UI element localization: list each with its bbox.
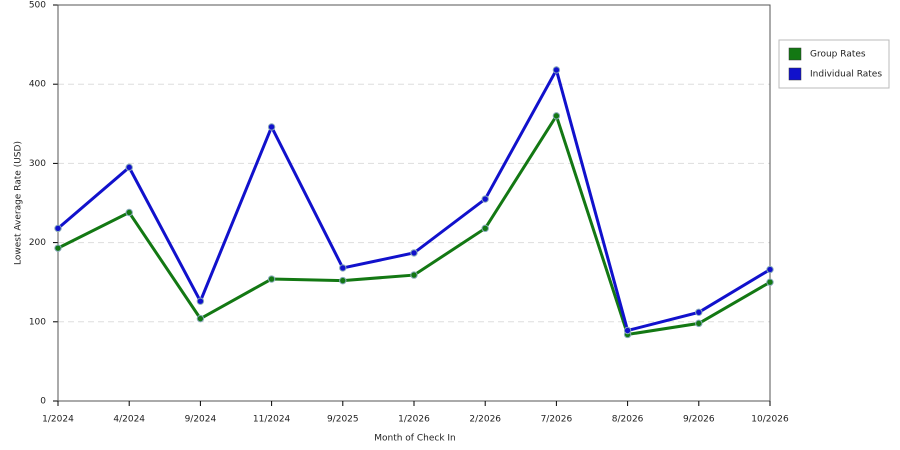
- plot-frame: [57, 4, 771, 402]
- x-tick-label: 4/2024: [113, 415, 145, 425]
- x-axis-label: Month of Check In: [374, 434, 456, 444]
- x-tick-label: 2/2026: [469, 415, 501, 425]
- point: [766, 278, 774, 286]
- point: [481, 195, 489, 203]
- point: [267, 123, 276, 131]
- point: [410, 249, 418, 257]
- y-tick-label: 500: [29, 1, 46, 11]
- point: [766, 265, 774, 274]
- point: [695, 308, 703, 316]
- point: [552, 112, 561, 120]
- legend-swatch: [788, 47, 802, 61]
- x-tick-label: 9/2024: [185, 415, 217, 425]
- series-line: [57, 112, 771, 337]
- y-tick-label: 200: [29, 238, 46, 248]
- x-tick-label: 7/2026: [541, 415, 573, 425]
- point: [623, 326, 632, 335]
- point: [695, 319, 703, 328]
- x-tick-label: 8/2026: [612, 415, 644, 425]
- legend-swatch: [788, 67, 802, 81]
- legend-label: Group Rates: [810, 50, 866, 60]
- y-tick-label: 100: [29, 317, 46, 327]
- legend-label: Individual Rates: [810, 70, 882, 80]
- x-tick-label: 1/2024: [42, 415, 74, 425]
- x-tick-label: 11/2024: [253, 415, 291, 425]
- point: [196, 297, 205, 305]
- x-tick-label: 1/2026: [398, 415, 430, 425]
- point: [125, 163, 133, 172]
- point: [54, 224, 62, 233]
- point: [196, 314, 205, 323]
- point: [339, 276, 347, 285]
- x-tick-label: 9/2025: [327, 415, 359, 425]
- point: [125, 208, 133, 217]
- point: [267, 275, 276, 283]
- y-tick-label: 400: [29, 80, 46, 90]
- y-tick-label: 0: [40, 397, 46, 407]
- x-tick-label: 10/2026: [751, 415, 789, 425]
- point: [552, 66, 561, 74]
- y-tick-label: 300: [29, 159, 46, 169]
- y-axis-label: Lowest Average Rate (USD): [14, 141, 24, 265]
- series-line: [57, 65, 771, 333]
- legend: [778, 39, 890, 89]
- point: [410, 271, 418, 279]
- point: [54, 244, 62, 252]
- point: [339, 264, 347, 272]
- x-tick-label: 9/2026: [683, 415, 715, 425]
- point: [481, 224, 489, 233]
